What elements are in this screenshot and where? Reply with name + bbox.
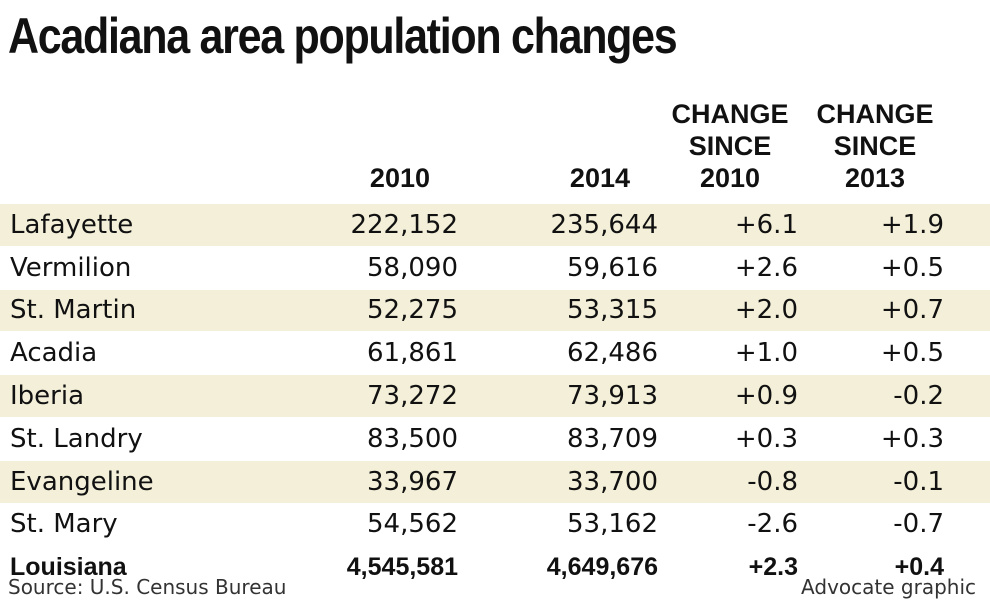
source-note: Source: U.S. Census Bureau xyxy=(8,575,287,599)
table-row: Vermilion 58,090 59,616 +2.6 +0.5 xyxy=(0,246,990,290)
cell-population-2010: 222,152 xyxy=(270,204,460,247)
population-table: 2010 2014 CHANGE SINCE 2010 CHANGE SINCE… xyxy=(0,80,990,590)
cell-population-2010: 61,861 xyxy=(270,331,460,376)
table-row: Iberia 73,272 73,913 +0.9 -0.2 xyxy=(0,374,990,418)
header-change-since-2010: CHANGE SINCE 2010 xyxy=(671,99,789,193)
credit-note: Advocate graphic xyxy=(801,575,976,599)
cell-population-2014: 235,644 xyxy=(460,204,660,247)
cell-population-2010: 73,272 xyxy=(270,374,460,418)
table-row: Evangeline 33,967 33,700 -0.8 -0.1 xyxy=(0,460,990,504)
table-body: Lafayette 222,152 235,644 +6.1 +1.9 Vermilion… xyxy=(0,204,990,590)
table-row: St. Landry 83,500 83,709 +0.3 +0.3 xyxy=(0,417,990,461)
header-change-since-2013: CHANGE SINCE 2013 xyxy=(816,99,934,193)
cell-change-since-2010: +0.9 xyxy=(660,374,800,418)
cell-population-2014: 33,700 xyxy=(460,460,660,504)
cell-population-2010: 33,967 xyxy=(270,460,460,504)
cell-place-name: Iberia xyxy=(0,374,270,418)
cell-change-since-2013: +0.5 xyxy=(800,246,990,290)
cell-population-2014: 4,649,676 xyxy=(460,545,660,590)
header-name xyxy=(0,80,270,204)
cell-change-since-2013: +0.7 xyxy=(800,289,990,333)
table-row-total: Louisiana 4,545,581 4,649,676 +2.3 +0.4 xyxy=(0,545,990,590)
cell-population-2010: 54,562 xyxy=(270,503,460,547)
cell-change-since-2013: -0.1 xyxy=(800,460,990,504)
cell-population-2014: 59,616 xyxy=(460,246,660,290)
cell-change-since-2010: +2.0 xyxy=(660,289,800,333)
table-row: St. Martin 52,275 53,315 +2.0 +0.7 xyxy=(0,289,990,333)
cell-place-name: Louisiana xyxy=(0,545,270,590)
cell-change-since-2010: +0.3 xyxy=(660,417,800,461)
cell-change-since-2010: +2.3 xyxy=(660,545,800,590)
cell-place-name: St. Mary xyxy=(0,503,270,547)
header-row: 2010 2014 CHANGE SINCE 2010 CHANGE SINCE… xyxy=(0,80,990,204)
cell-place-name: Acadia xyxy=(0,331,270,376)
table-row: Lafayette 222,152 235,644 +6.1 +1.9 xyxy=(0,204,990,247)
cell-change-since-2013: +0.5 xyxy=(800,331,990,376)
cell-change-since-2010: +1.0 xyxy=(660,331,800,376)
cell-change-since-2013: +1.9 xyxy=(800,204,990,247)
cell-place-name: Lafayette xyxy=(0,204,270,247)
cell-change-since-2013: +0.3 xyxy=(800,417,990,461)
cell-population-2014: 53,162 xyxy=(460,503,660,547)
cell-place-name: Vermilion xyxy=(0,246,270,290)
cell-population-2010: 83,500 xyxy=(270,417,460,461)
chart-title: Acadiana area population changes xyxy=(8,8,678,64)
footer: Source: U.S. Census Bureau Advocate grap… xyxy=(0,575,990,605)
cell-change-since-2013: +0.4 xyxy=(800,545,990,590)
header-2014: 2014 xyxy=(569,163,630,193)
cell-change-since-2013: -0.7 xyxy=(800,503,990,547)
cell-population-2014: 73,913 xyxy=(460,374,660,418)
cell-population-2010: 52,275 xyxy=(270,289,460,333)
cell-population-2010: 4,545,581 xyxy=(270,545,460,590)
table-row: St. Mary 54,562 53,162 -2.6 -0.7 xyxy=(0,503,990,547)
cell-place-name: Evangeline xyxy=(0,460,270,504)
cell-change-since-2013: -0.2 xyxy=(800,374,990,418)
cell-change-since-2010: -2.6 xyxy=(660,503,800,547)
cell-change-since-2010: -0.8 xyxy=(660,460,800,504)
cell-change-since-2010: +2.6 xyxy=(660,246,800,290)
cell-change-since-2010: +6.1 xyxy=(660,204,800,247)
cell-population-2014: 83,709 xyxy=(460,417,660,461)
cell-population-2014: 62,486 xyxy=(460,331,660,376)
cell-place-name: St. Martin xyxy=(0,289,270,333)
cell-place-name: St. Landry xyxy=(0,417,270,461)
cell-population-2014: 53,315 xyxy=(460,289,660,333)
table-row: Acadia 61,861 62,486 +1.0 +0.5 xyxy=(0,331,990,376)
header-2010: 2010 xyxy=(369,163,430,193)
cell-population-2010: 58,090 xyxy=(270,246,460,290)
